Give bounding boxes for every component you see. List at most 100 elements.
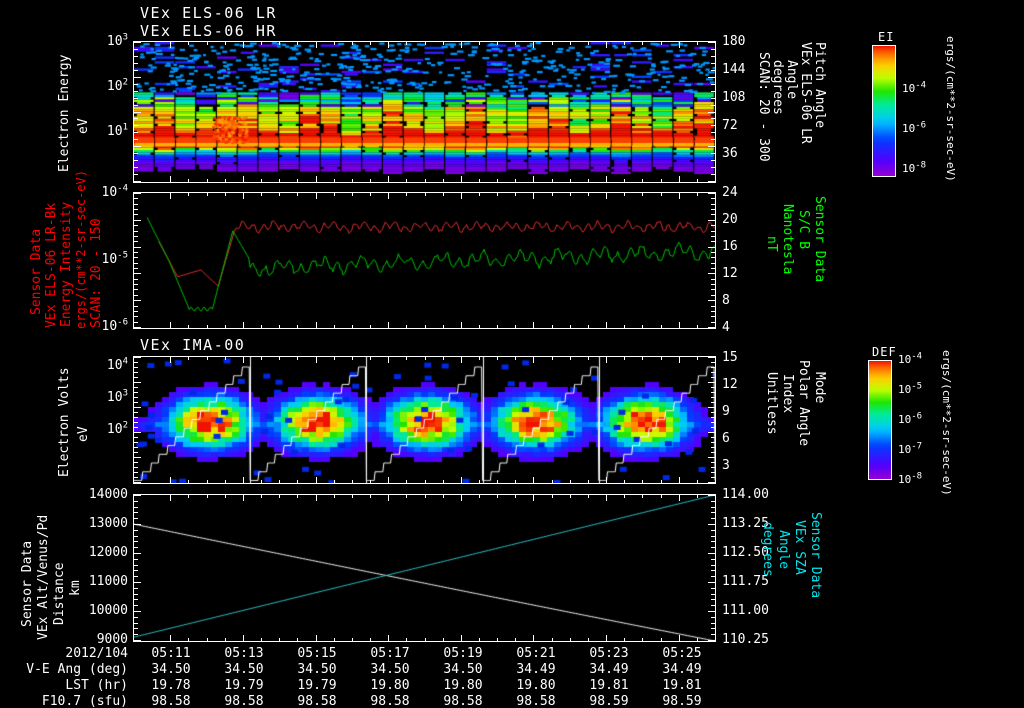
axis-tick (297, 495, 298, 498)
axis-tick (134, 477, 138, 478)
panel3-right-label-1: Polar Angle (796, 360, 811, 447)
footer-cell-time-5: 05:21 (516, 646, 556, 661)
panel4-left-label-0: Sensor Data (20, 540, 35, 627)
panel4-left-label-1: VEx Alt/Venus/Pd (36, 514, 51, 640)
axis-tick (134, 236, 138, 237)
axis-tick (188, 42, 189, 45)
axis-tick (679, 635, 680, 641)
axis-tick (261, 179, 262, 182)
axis-tick (134, 501, 138, 502)
panel4-ytick-2: 12000 (88, 545, 128, 560)
axis-tick (624, 357, 625, 360)
axis-tick (697, 193, 698, 196)
axis-tick (134, 214, 138, 215)
axis-tick (334, 193, 335, 196)
axis-tick (352, 179, 353, 182)
axis-tick (134, 565, 138, 566)
axis-tick (134, 617, 138, 618)
axis-tick (134, 559, 138, 560)
axis-tick (515, 480, 516, 483)
axis-tick (134, 507, 138, 508)
axis-tick (708, 524, 715, 525)
panel4-right-tick-0: 114.00 (722, 487, 769, 502)
colorbar-ei-tick-2: 10-8 (902, 160, 927, 175)
axis-tick (279, 638, 280, 641)
panel3-right-tick-1: 12 (722, 377, 738, 392)
axis-tick (134, 553, 141, 554)
axis-tick (406, 638, 407, 641)
axis-tick (134, 252, 138, 253)
footer-cell-time-3: 05:17 (370, 646, 410, 661)
axis-tick (170, 357, 171, 363)
axis-tick (606, 322, 607, 328)
axis-tick (708, 300, 715, 301)
axis-tick (170, 193, 171, 199)
axis-tick (425, 325, 426, 328)
axis-tick (406, 480, 407, 483)
axis-tick (711, 623, 715, 624)
panel3-plot-area (133, 356, 716, 484)
axis-tick (570, 357, 571, 360)
axis-tick (711, 377, 715, 378)
axis-tick (711, 139, 715, 140)
axis-tick (711, 257, 715, 258)
axis-tick (479, 495, 480, 498)
axis-tick (711, 417, 715, 418)
axis-tick (316, 477, 317, 483)
axis-tick (533, 477, 534, 483)
axis-tick (708, 582, 715, 583)
axis-tick (370, 42, 371, 45)
footer-cell-time-7: 05:25 (662, 646, 702, 661)
footer-row-label-0: 2012/104 (65, 646, 128, 661)
axis-tick (134, 570, 138, 571)
axis-tick (461, 42, 462, 48)
axis-tick (606, 357, 607, 363)
axis-tick (461, 176, 462, 182)
axis-tick (697, 42, 698, 45)
axis-tick (297, 325, 298, 328)
axis-tick (425, 193, 426, 196)
axis-tick (606, 477, 607, 483)
footer-cell-f107-7: 98.59 (662, 694, 702, 708)
axis-tick (170, 477, 171, 483)
axis-tick (708, 181, 715, 182)
axis-tick (661, 495, 662, 498)
panel4-right-tick-5: 110.25 (722, 632, 769, 647)
axis-tick (708, 42, 715, 43)
panel1-right-tick-4: 36 (722, 146, 738, 161)
axis-tick (134, 322, 138, 323)
axis-tick (606, 495, 607, 501)
panel3-ytick-1: 103 (106, 388, 128, 405)
axis-tick (711, 84, 715, 85)
axis-tick (352, 638, 353, 641)
axis-tick (297, 193, 298, 196)
axis-tick (243, 193, 244, 199)
axis-tick (188, 357, 189, 360)
axis-tick (370, 179, 371, 182)
axis-tick (711, 214, 715, 215)
axis-tick (711, 576, 715, 577)
panel1-left-axis-label: Electron Energy (57, 54, 72, 172)
axis-tick (570, 495, 571, 498)
panel2-right-tick-4: 8 (722, 293, 730, 308)
colorbar-def-tick-1: 10-5 (898, 381, 923, 396)
axis-tick (624, 325, 625, 328)
axis-tick (711, 49, 715, 50)
panel1-right-tick-3: 72 (722, 118, 738, 133)
axis-tick (711, 105, 715, 106)
axis-tick (711, 231, 715, 232)
axis-tick (170, 322, 171, 328)
axis-tick (170, 42, 171, 48)
axis-tick (711, 588, 715, 589)
panel3-right-label-3: Unitless (764, 372, 779, 435)
axis-tick (570, 638, 571, 641)
footer-cell-f107-2: 98.58 (297, 694, 337, 708)
axis-tick (188, 638, 189, 641)
axis-tick (588, 179, 589, 182)
footer-cell-lst-7: 19.81 (662, 678, 702, 693)
axis-tick (697, 480, 698, 483)
axis-tick (461, 495, 462, 501)
panel3-right-tick-3: 6 (722, 431, 730, 446)
axis-tick (708, 77, 715, 78)
axis-tick (134, 407, 141, 408)
